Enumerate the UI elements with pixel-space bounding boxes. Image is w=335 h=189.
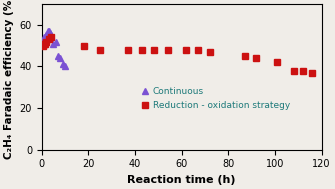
Continuous [43, 38, 47, 41]
Continuous [56, 55, 60, 57]
Reduction - oxidation strategy [140, 49, 144, 51]
Reduction - oxidation strategy [49, 36, 53, 39]
Continuous [49, 34, 53, 36]
Reduction - oxidation strategy [310, 72, 314, 74]
Continuous [47, 30, 51, 32]
Continuous [52, 43, 56, 45]
Continuous [59, 57, 63, 59]
Continuous [48, 32, 52, 34]
Reduction - oxidation strategy [43, 43, 47, 45]
X-axis label: Reaction time (h): Reaction time (h) [127, 175, 236, 185]
Continuous [63, 65, 67, 68]
Y-axis label: C₂H₄ Faradaic efficiency (%): C₂H₄ Faradaic efficiency (%) [4, 0, 14, 159]
Continuous [61, 63, 65, 66]
Reduction - oxidation strategy [98, 49, 102, 51]
Reduction - oxidation strategy [166, 49, 170, 51]
Reduction - oxidation strategy [126, 49, 130, 51]
Reduction - oxidation strategy [41, 45, 45, 47]
Reduction - oxidation strategy [152, 49, 156, 51]
Line: Reduction - oxidation strategy: Reduction - oxidation strategy [40, 35, 315, 75]
Reduction - oxidation strategy [184, 49, 188, 51]
Reduction - oxidation strategy [208, 51, 212, 53]
Continuous [46, 30, 50, 32]
Continuous [45, 34, 49, 36]
Continuous [54, 40, 58, 43]
Continuous [42, 36, 46, 39]
Reduction - oxidation strategy [45, 40, 49, 43]
Reduction - oxidation strategy [196, 49, 200, 51]
Reduction - oxidation strategy [254, 57, 258, 59]
Reduction - oxidation strategy [291, 70, 295, 72]
Legend: Continuous, Reduction - oxidation strategy: Continuous, Reduction - oxidation strate… [139, 86, 292, 112]
Reduction - oxidation strategy [243, 55, 247, 57]
Reduction - oxidation strategy [275, 61, 279, 64]
Continuous [41, 40, 45, 43]
Reduction - oxidation strategy [42, 43, 46, 45]
Line: Continuous: Continuous [40, 28, 68, 69]
Reduction - oxidation strategy [47, 38, 51, 41]
Reduction - oxidation strategy [301, 70, 305, 72]
Reduction - oxidation strategy [82, 45, 86, 47]
